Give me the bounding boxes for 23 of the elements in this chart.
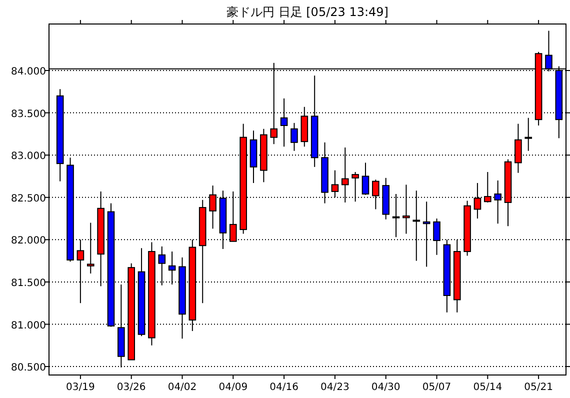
xtick-label: 04/30 (371, 382, 400, 393)
xtick-label: 05/21 (524, 382, 553, 393)
ytick-label: 84.000 (11, 66, 46, 78)
ytick-label: 82.000 (11, 236, 46, 247)
xtick-label: 04/02 (168, 382, 197, 393)
candlestick (524, 117, 532, 152)
xtick-label: 04/09 (218, 382, 248, 393)
candlestick (290, 122, 298, 152)
xtick-label: 05/07 (422, 382, 452, 393)
xtick-label: 03/26 (116, 382, 146, 393)
candlestick (362, 162, 370, 196)
candlestick (352, 172, 359, 202)
ytick-label: 80.500 (11, 362, 46, 374)
ytick-label: 81.500 (11, 278, 46, 289)
ytick-label: 83.500 (11, 108, 46, 120)
ytick-label: 81.000 (11, 320, 46, 332)
xtick-label: 04/16 (270, 382, 298, 393)
title: 豪ドル円 日足 [05/23 13:49] (226, 5, 388, 19)
ytick-label: 82.500 (11, 193, 46, 204)
ytick-label: 83.000 (11, 151, 46, 162)
xtick-label: 04/23 (320, 382, 350, 393)
xtick-label: 03/19 (66, 382, 95, 393)
xtick-label: 05/14 (473, 382, 502, 393)
